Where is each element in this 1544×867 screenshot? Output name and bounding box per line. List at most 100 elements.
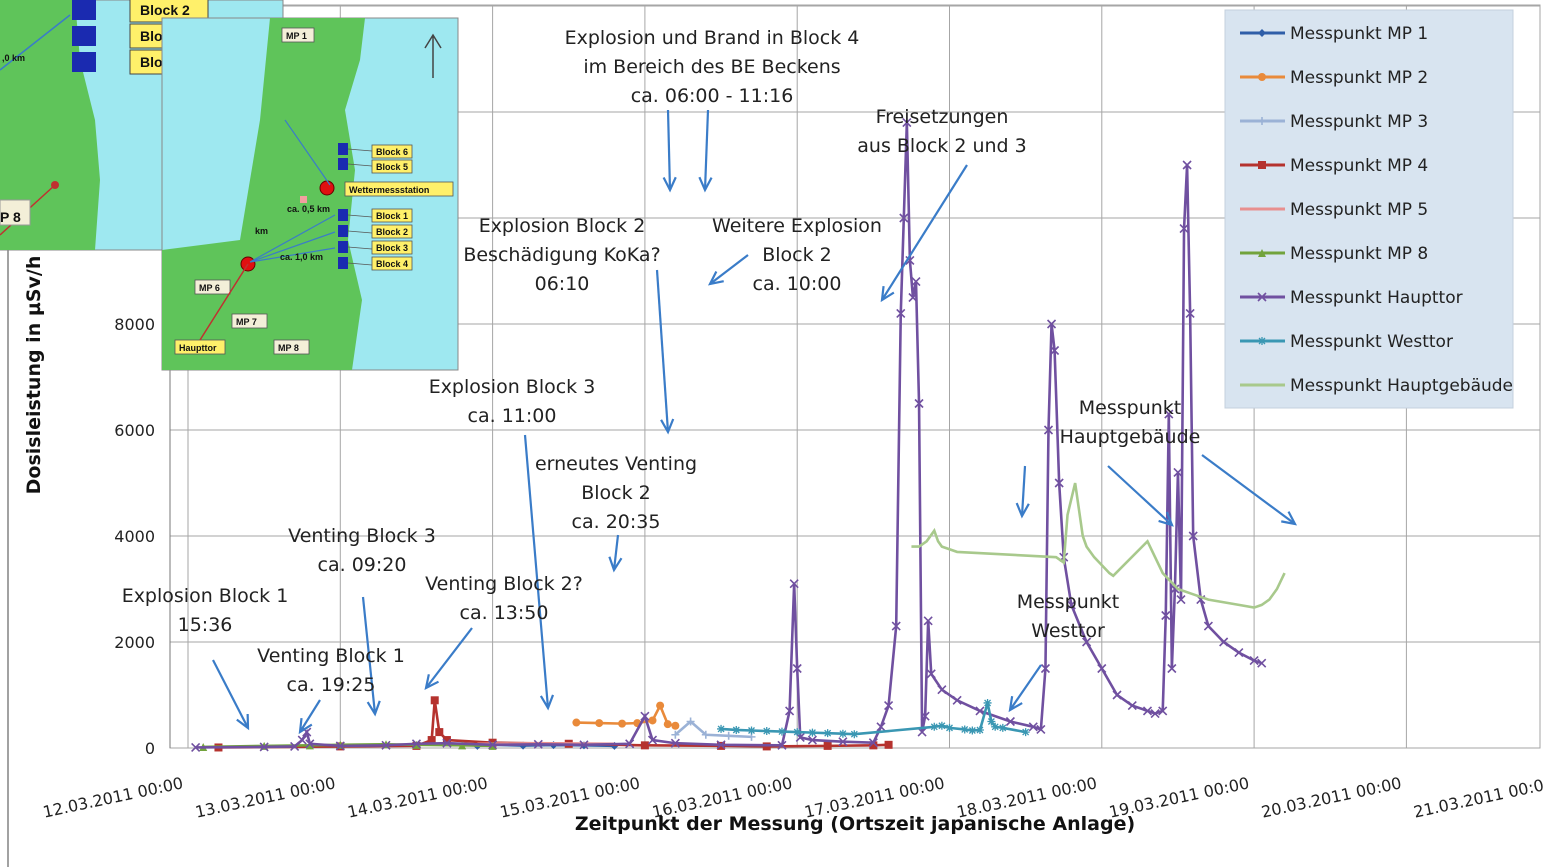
data-point xyxy=(1142,706,1153,716)
annotation-text: Beschädigung KoKa? xyxy=(463,244,660,266)
legend-entry: Messpunkt Haupttor xyxy=(1240,288,1463,308)
arrow-head xyxy=(424,674,439,691)
annotation-text: 06:10 xyxy=(535,273,590,295)
data-point xyxy=(923,616,933,626)
annotation-arrow xyxy=(655,269,670,433)
data-point xyxy=(807,735,817,745)
legend-label: Messpunkt Hauptgebäude xyxy=(1290,376,1513,396)
annotation-text: Explosion Block 3 xyxy=(429,376,596,398)
annotation-text: Messpunkt xyxy=(1017,591,1119,613)
data-point xyxy=(671,721,680,730)
data-point xyxy=(792,663,802,674)
data-point xyxy=(991,722,1000,731)
x-tick-label: 20.03.2011 00:00 xyxy=(1260,773,1404,821)
data-point xyxy=(381,740,391,750)
data-point xyxy=(1234,648,1244,658)
data-point xyxy=(945,723,954,732)
arrow-head xyxy=(539,694,555,711)
data-point xyxy=(838,729,847,738)
series-messpunkt-haupttor xyxy=(191,118,1267,753)
arrow-head xyxy=(698,176,713,193)
data-point xyxy=(1258,117,1266,125)
annotation: Venting Block 3 ca. 09:20 xyxy=(288,525,436,717)
annotation: Venting Block 1 ca. 19:25 xyxy=(257,645,405,735)
annotation: Messpunkt Westtor xyxy=(1008,591,1119,713)
data-point xyxy=(1249,655,1259,666)
reactor-icon xyxy=(338,209,348,221)
data-point xyxy=(975,706,985,716)
data-point xyxy=(191,742,201,753)
map-b-rays xyxy=(249,119,336,263)
legend-entry: Messpunkt MP 5 xyxy=(1240,200,1428,220)
legend-entry: Messpunkt MP 8 xyxy=(1240,244,1428,264)
annotation-text: ca. 11:00 xyxy=(468,405,557,427)
data-point xyxy=(435,728,444,737)
data-point xyxy=(793,728,802,737)
reactor-leader xyxy=(347,246,373,250)
x-tick-label: 13.03.2011 00:00 xyxy=(193,773,337,821)
map-a-ray xyxy=(0,14,71,71)
legend-label: Messpunkt MP 3 xyxy=(1290,112,1428,132)
data-point xyxy=(640,711,650,721)
data-point xyxy=(1036,724,1046,735)
legend-label: Messpunkt MP 1 xyxy=(1290,24,1428,44)
series-messpunkt-mp-3 xyxy=(671,717,756,741)
map-label: MP 7 xyxy=(236,317,257,327)
annotation-text: erneutes Venting xyxy=(535,453,697,475)
data-point xyxy=(430,696,439,705)
annotation-text: ca. 19:25 xyxy=(287,674,376,696)
data-point xyxy=(663,720,672,729)
annotation: Freisetzungen aus Block 2 und 3 xyxy=(857,106,1027,303)
x-tick-label: 21.03.2011 00:00 xyxy=(1412,773,1544,821)
series-layer xyxy=(191,118,1286,753)
annotation-arrow xyxy=(881,164,968,301)
data-point xyxy=(1161,610,1171,621)
annotation-text: Block 2 xyxy=(581,482,651,504)
arrow-head xyxy=(660,418,675,435)
annotation-text: Venting Block 1 xyxy=(257,645,405,667)
map-label: Block 3 xyxy=(376,243,408,253)
data-point xyxy=(1258,337,1266,345)
legend-label: Messpunkt Westtor xyxy=(1290,332,1453,352)
weather-station-point xyxy=(319,180,335,196)
data-point xyxy=(305,739,315,749)
data-point xyxy=(1043,425,1054,435)
map-label: MP 1 xyxy=(286,31,307,41)
legend-entry: Messpunkt MP 1 xyxy=(1240,24,1428,44)
data-point xyxy=(920,711,930,721)
data-point xyxy=(905,255,915,265)
north-arrow xyxy=(424,33,442,78)
annotation-text: 15:36 xyxy=(178,614,233,636)
annotation: Explosion Block 3 ca. 11:00 xyxy=(429,376,596,711)
data-point xyxy=(823,729,832,738)
arrow-head xyxy=(366,700,381,717)
data-point xyxy=(747,726,756,735)
data-point xyxy=(1050,345,1060,356)
data-point xyxy=(1005,716,1015,727)
data-point xyxy=(930,722,939,731)
map-label-box xyxy=(371,224,413,239)
annotation-text: ca. 09:20 xyxy=(318,554,407,576)
map-label-box xyxy=(371,240,413,255)
annotation-text: Venting Block 2? xyxy=(425,573,583,595)
inset-map-plant: MP 1 Block 6 Block 5 Wettermessstation Block… xyxy=(161,17,459,371)
distance-label: ca. 0,5 km xyxy=(287,204,330,214)
data-point xyxy=(937,685,947,695)
y-tick-label: 4000 xyxy=(114,527,155,546)
data-point xyxy=(533,739,543,749)
annotation-arrow xyxy=(425,627,473,689)
data-point xyxy=(701,730,710,739)
arrow-head xyxy=(236,713,250,731)
map-label-box xyxy=(344,181,454,197)
legend-label: Messpunkt MP 8 xyxy=(1290,244,1428,264)
y-tick-label: 2000 xyxy=(114,633,155,652)
annotations: Explosion und Brand in Block 4 im Bereich… xyxy=(122,27,1298,735)
y-tick-label: 8000 xyxy=(114,315,155,334)
reactor-leader xyxy=(347,148,373,152)
data-point xyxy=(1179,224,1189,234)
map-label: MP 8 xyxy=(278,343,299,353)
data-point xyxy=(670,738,680,748)
data-point xyxy=(914,398,924,409)
arrow-head xyxy=(880,285,895,303)
